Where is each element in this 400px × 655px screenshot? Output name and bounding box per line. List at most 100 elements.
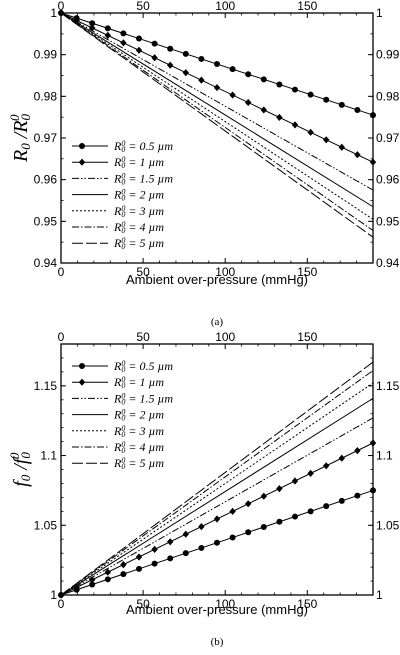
legend-value: = 1.5 µm [125,391,173,405]
data-point [229,91,236,99]
y-tick-label: 1.05 [34,518,58,532]
y-tick-label: 0.99 [34,48,58,62]
legend-sup: 0 [121,440,125,449]
legend-sub: 0 [121,365,125,374]
y-axis-label: f0 /f00 [7,452,33,487]
data-point [151,545,158,554]
x-tick-label: 100 [215,265,235,279]
legend-sup: 0 [121,423,125,432]
data-point [354,106,361,113]
legend-symbol: R [113,359,122,373]
legend-marker [79,363,85,369]
data-point [151,54,158,62]
legend-label: R00 = 5 µm [113,236,164,251]
data-point [229,534,236,541]
data-point [260,76,267,83]
y-label-sep: / [10,130,32,143]
y-tick-label: 0.96 [34,173,58,187]
data-point [370,112,376,119]
data-point [323,462,330,470]
data-point [167,61,174,69]
series-3 [60,417,374,596]
legend-label: R00 = 0.5 µm [113,139,173,154]
legend-symbol: R [113,440,122,454]
y-tick-label: 1.1 [40,449,57,463]
data-point [198,544,205,551]
legend-sup: 0 [121,236,125,245]
series-line [60,397,374,596]
legend-value: = 3 µm [125,424,164,438]
data-point [136,35,142,42]
legend-value: = 4 µm [125,440,164,454]
y-axis-label: R0 /R00 [7,114,33,164]
data-point [182,50,189,57]
legend-value: = 5 µm [125,236,164,250]
x-tick-label: 150 [297,597,317,611]
legend-symbol: R [113,236,122,250]
y-label-main: R [10,150,32,163]
legend-symbol: R [113,204,122,218]
legend-label: R00 = 3 µm [113,203,164,218]
data-point [245,98,252,107]
data-point [182,550,189,557]
legend-sup: 0 [121,155,125,164]
y-label-sub: 0 [18,143,33,150]
data-point [182,69,189,77]
series-5 [60,382,374,596]
y-tick-label: 1 [50,588,57,602]
series-1 [58,487,376,598]
legend-value: = 1.5 µm [125,171,173,185]
data-point [276,81,283,88]
legend-sup: 0 [121,391,125,400]
y-tick-label-right: 1.1 [376,449,393,463]
data-point [307,91,314,98]
x-tick-label: 100 [215,597,235,611]
series-line [60,12,374,238]
data-point [167,555,174,562]
data-point [307,508,314,515]
y-label-main2: R [10,121,32,134]
y-tick-label-right: 1.15 [376,379,400,393]
x-tick-label-top: 0 [58,330,65,344]
x-tick-label: 0 [58,265,65,279]
data-point [167,538,174,546]
legend-label: R00 = 2 µm [113,187,164,202]
data-point [338,497,345,504]
data-point [120,561,127,569]
y-tick-label: 0.94 [34,256,58,270]
data-point [182,530,189,538]
series-5 [60,12,374,220]
legend-sup: 0 [121,456,125,465]
legend-marker [78,158,86,166]
x-tick-label: 0 [58,597,65,611]
legend-label: R00 = 0.5 µm [113,359,173,374]
legend-value: = 2 µm [125,188,164,202]
legend-sub: 0 [121,145,125,154]
series-line [60,12,374,191]
legend-value: = 1 µm [125,375,164,389]
legend-sub: 0 [121,226,125,235]
data-point [354,492,361,499]
x-tick-label-top: 0 [58,0,65,13]
series-line [60,361,374,596]
y-label-main2: f [10,456,32,464]
data-point [291,477,299,485]
series-line [60,417,374,596]
y-tick-label-right: 0.96 [376,173,400,187]
legend-sub: 0 [121,210,125,219]
data-point [354,151,361,159]
series-line [60,382,374,596]
series-3 [60,12,374,191]
legend-sub: 0 [121,430,125,439]
legend-label: R00 = 1 µm [113,375,164,390]
legend-symbol: R [113,139,122,153]
data-point [135,553,143,561]
legend-sup: 0 [121,203,125,212]
legend-symbol: R [113,155,122,169]
legend-label: R00 = 5 µm [113,456,164,471]
x-tick-label: 50 [136,265,150,279]
legend-symbol: R [113,456,122,470]
legend-marker [79,143,85,149]
panel-label: (a) [211,316,224,328]
